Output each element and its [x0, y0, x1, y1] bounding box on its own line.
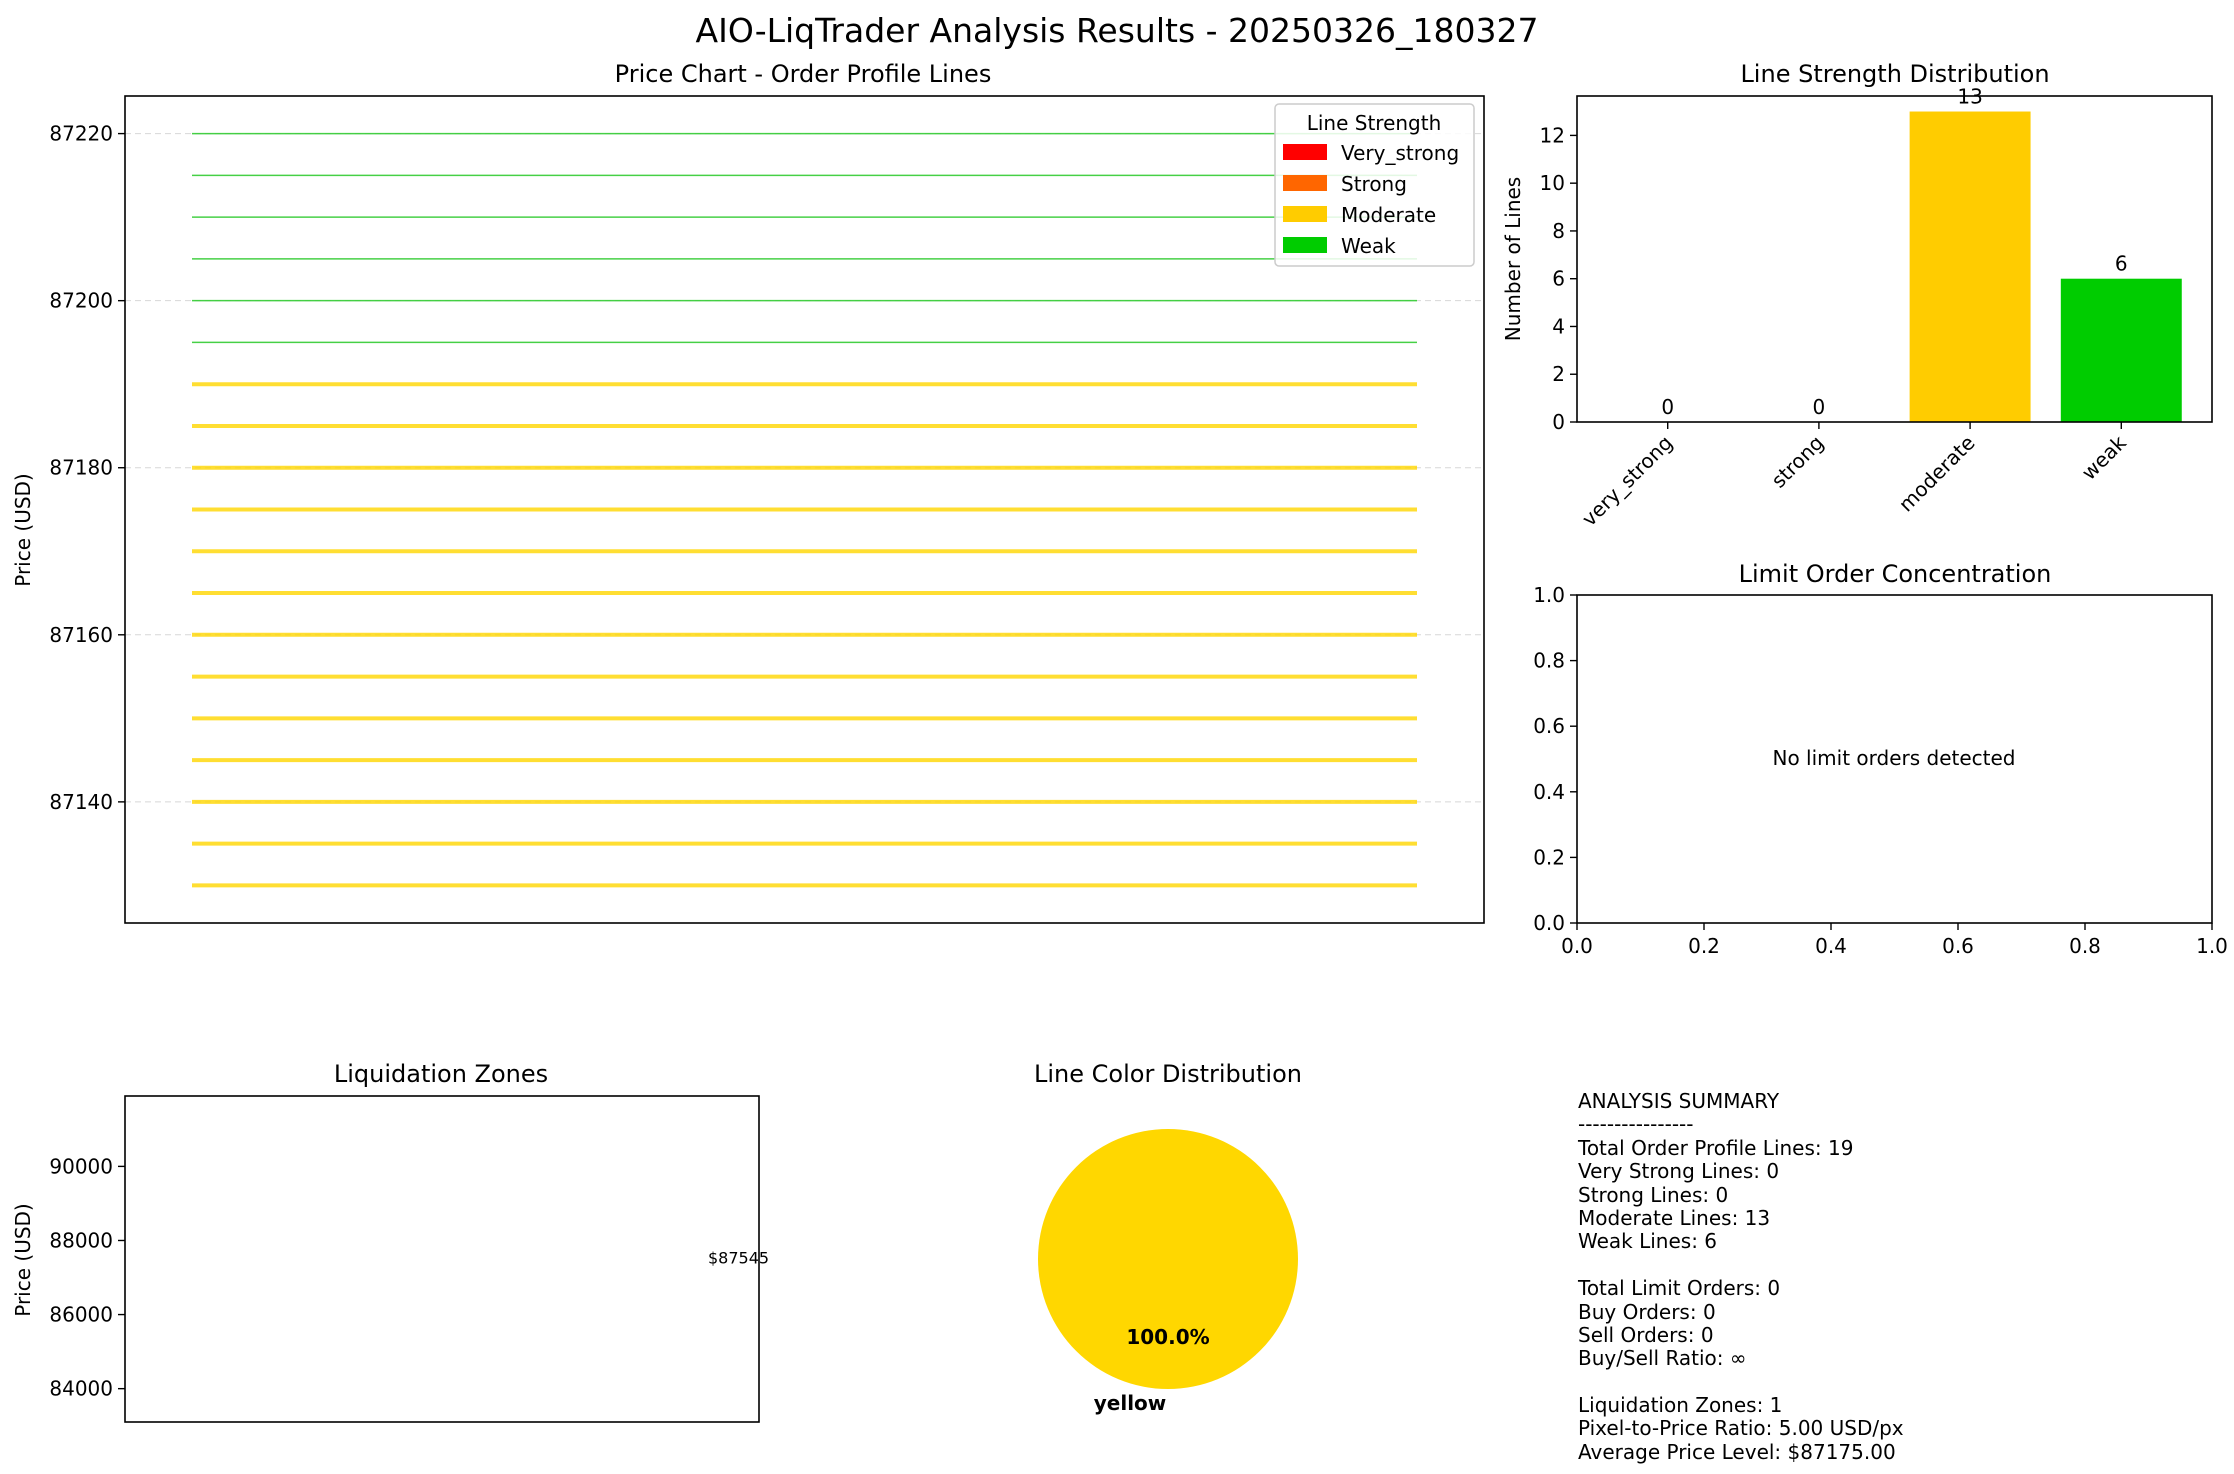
summary-line: Strong Lines: 0 — [1578, 1182, 1729, 1207]
summary-line: Weak Lines: 6 — [1578, 1229, 1718, 1254]
summary-line: Buy Orders: 0 — [1578, 1299, 1716, 1324]
limit-xtick-label: 1.0 — [2196, 934, 2228, 958]
no-limit-orders-message: No limit orders detected — [1773, 746, 2016, 770]
bar-value-label: 0 — [1813, 395, 1826, 419]
legend-title: Line Strength — [1307, 111, 1442, 135]
bar-value-label: 6 — [2115, 252, 2128, 276]
price-chart-ylabel: Price (USD) — [11, 473, 35, 587]
summary-line — [1578, 1371, 2218, 1394]
legend: Line Strength Very_strong Strong Moderat… — [1274, 103, 1475, 267]
summary-line: Total Limit Orders: 0 — [1578, 1276, 1781, 1301]
limit-ytick-label: 0.6 — [1533, 714, 1565, 738]
bar-moderate — [1909, 111, 2031, 423]
summary-line: ANALYSIS SUMMARY — [1578, 1089, 1780, 1113]
legend-label-moderate: Moderate — [1341, 203, 1436, 227]
strength-chart-frame — [1576, 95, 2213, 423]
limit-ytick-label: 0.0 — [1533, 911, 1565, 935]
strength-chart-title: Line Strength Distribution — [1740, 60, 2049, 88]
bar-ytick-label: 6 — [1552, 267, 1565, 291]
bar-xtick-label: weak — [2077, 430, 2131, 484]
summary-line: Average Price Level: $87175.00 — [1578, 1439, 1896, 1464]
strength-distribution-panel: Line Strength Distribution Number of Lin… — [1501, 60, 2213, 531]
limit-order-title: Limit Order Concentration — [1739, 560, 2052, 588]
limit-ytick-label: 0.2 — [1533, 845, 1565, 869]
price-ytick-label: 87200 — [49, 289, 113, 313]
price-ytick-label: 87140 — [49, 790, 113, 814]
limit-xtick-label: 0.0 — [1561, 934, 1593, 958]
legend-swatch-very-strong — [1283, 144, 1327, 160]
limit-xtick-label: 0.6 — [1942, 934, 1974, 958]
summary-line: Liquidation Zones: 1 — [1578, 1393, 1783, 1418]
bar-ytick-label: 0 — [1552, 410, 1565, 434]
legend-label-strong: Strong — [1341, 172, 1407, 196]
bar-ytick-label: 4 — [1552, 314, 1565, 338]
limit-order-panel: Limit Order Concentration 0.0 0.2 0.4 0.6 0.… — [1533, 560, 2228, 958]
strength-chart-ylabel: Number of Lines — [1501, 177, 1525, 341]
limit-order-frame — [1576, 594, 2213, 924]
bar-xtick-label: strong — [1766, 431, 1828, 493]
color-distribution-panel: Line Color Distribution 100.0% yellow — [1034, 1060, 1302, 1415]
price-ytick-label: 87220 — [49, 122, 113, 146]
pie-slice-yellow — [1038, 1129, 1298, 1389]
bar-weak — [2060, 278, 2182, 422]
price-ytick-label: 87160 — [49, 623, 113, 647]
pie-pct-label: 100.0% — [1126, 1325, 1209, 1349]
liq-ytick-label: 86000 — [49, 1303, 113, 1327]
price-chart-frame — [124, 95, 1485, 924]
summary-line: Pixel-to-Price Ratio: 5.00 USD/px — [1578, 1416, 1904, 1441]
price-ytick-label: 87180 — [49, 456, 113, 480]
bar-ytick-label: 2 — [1552, 362, 1565, 386]
legend-label-weak: Weak — [1341, 234, 1396, 258]
bar-ytick-label: 12 — [1540, 123, 1565, 147]
liq-ytick-label: 88000 — [49, 1228, 113, 1252]
limit-ytick-label: 0.4 — [1533, 780, 1565, 804]
limit-ytick-label: 1.0 — [1533, 583, 1565, 607]
figure-title: AIO-LiqTrader Analysis Results - 2025032… — [696, 11, 1539, 50]
price-chart-title: Price Chart - Order Profile Lines — [615, 60, 992, 88]
legend-swatch-moderate — [1283, 206, 1327, 222]
legend-label-very-strong: Very_strong — [1341, 141, 1459, 165]
summary-line: Total Order Profile Lines: 19 — [1578, 1135, 1854, 1160]
limit-ytick-label: 0.8 — [1533, 649, 1565, 673]
bar-ytick-label: 10 — [1540, 171, 1565, 195]
legend-swatch-weak — [1283, 237, 1327, 253]
limit-xtick-label: 0.4 — [1815, 934, 1847, 958]
bar-xtick-label: very_strong — [1577, 431, 1677, 531]
summary-line: Sell Orders: 0 — [1578, 1322, 1714, 1347]
bar-value-label: 0 — [1661, 395, 1674, 419]
price-chart-panel: Price Chart - Order Profile Lines Price … — [11, 60, 1485, 924]
liquidation-frame — [124, 1095, 760, 1423]
liq-ytick-label: 84000 — [49, 1377, 113, 1401]
summary-line: Moderate Lines: 13 — [1578, 1205, 1771, 1230]
liq-ytick-label: 90000 — [49, 1154, 113, 1178]
summary-line: Very Strong Lines: 0 — [1578, 1159, 1780, 1184]
limit-xtick-label: 0.2 — [1688, 934, 1720, 958]
bar-xtick-label: moderate — [1894, 431, 1980, 517]
pie-slice-label: yellow — [1094, 1391, 1167, 1415]
summary-line: Buy/Sell Ratio: ∞ — [1578, 1346, 1747, 1371]
liquidation-zone-label: $87545 — [708, 1248, 769, 1267]
summary-line — [1578, 1254, 2218, 1277]
bar-ytick-label: 8 — [1552, 219, 1565, 243]
legend-swatch-strong — [1283, 175, 1327, 191]
liquidation-title: Liquidation Zones — [334, 1060, 548, 1088]
limit-xtick-label: 0.8 — [2069, 934, 2101, 958]
summary-line: ---------------- — [1578, 1112, 1694, 1137]
liquidation-ylabel: Price (USD) — [11, 1203, 35, 1317]
analysis-summary: ANALYSIS SUMMARY ---------------- Total Or… — [1578, 1089, 2218, 1464]
pie-title: Line Color Distribution — [1034, 1060, 1302, 1088]
liquidation-zones-panel: Liquidation Zones Price (USD) 84000 86000… — [11, 1060, 769, 1423]
